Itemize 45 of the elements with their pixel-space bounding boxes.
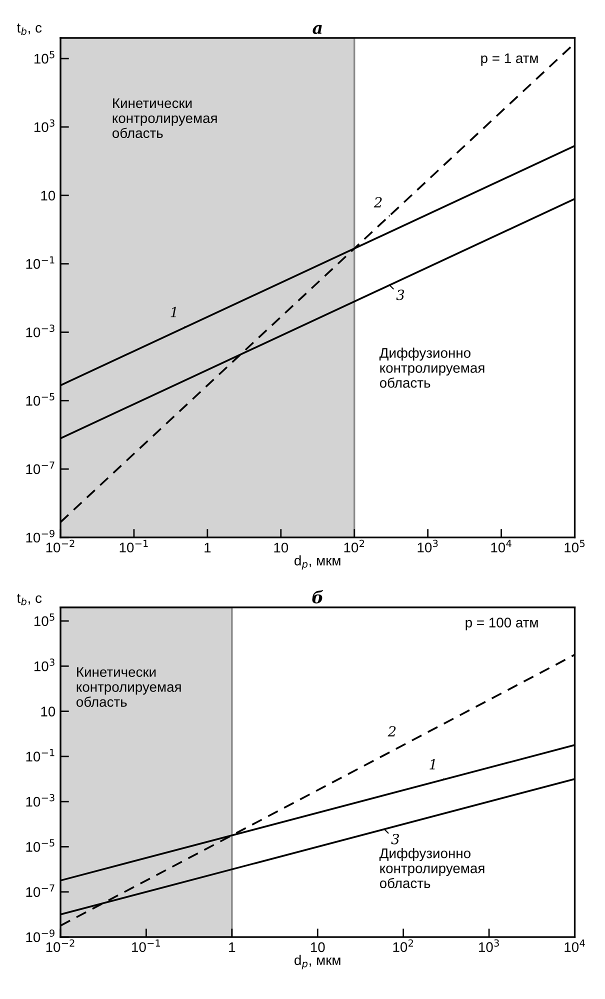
y-tick-label: 10$^{−3}$ — [26, 794, 54, 807]
y-tick-label: 10$^{−7}$ — [26, 884, 54, 897]
x-tick-label: 10$^{4}$ — [491, 540, 512, 552]
annotation: 1 — [170, 306, 176, 318]
y-tick-label: 10$^{5}$ — [34, 51, 54, 64]
annotation: Диффузионно контролируемая область — [379, 848, 484, 888]
y-tick-label: 10$^{−1}$ — [26, 256, 54, 269]
y-tick-label: 10$^{3}$ — [34, 119, 54, 132]
y-axis-title: t$_{b}$, с — [17, 24, 42, 35]
x-tick-label: 10$^{−1}$ — [132, 939, 160, 952]
y-tick-label: 10$^{5}$ — [34, 614, 54, 626]
x-tick-label: 10$^{3}$ — [478, 939, 499, 952]
annotation: Кинетически контролируемая область — [76, 667, 181, 707]
y-tick-label: 10$^{3}$ — [34, 658, 54, 672]
x-tick-label: 10 — [274, 542, 288, 553]
x-tick-label: 10$^{−1}$ — [120, 540, 148, 552]
annotation: 3 — [396, 290, 404, 300]
x-tick-label: 10 — [310, 942, 325, 952]
y-tick-label: 10$^{−7}$ — [26, 462, 54, 474]
annotation: 1 — [430, 759, 435, 770]
y-tick-label: 10$^{−5}$ — [26, 393, 54, 406]
annotation: 2 — [388, 726, 396, 736]
x-tick-label: 1 — [204, 542, 211, 552]
y-axis-title: t$_{b}$, с — [17, 594, 42, 606]
y-tick-label: 10$^{−3}$ — [26, 324, 54, 338]
chart-title: б — [312, 590, 324, 604]
annotation: Диффузионно контролируемая область — [379, 348, 484, 388]
x-tick-label: 10$^{2}$ — [344, 540, 364, 552]
x-tick-label: 1 — [229, 942, 236, 952]
x-tick-label: 10$^{3}$ — [418, 540, 438, 552]
x-axis-title: d$_{p}$, мкм — [294, 555, 340, 570]
y-tick-label: 10 — [41, 706, 56, 716]
x-tick-label: 10$^{5}$ — [564, 540, 585, 552]
x-axis-title: d$_{p}$, мкм — [294, 954, 340, 970]
chart-title: а — [312, 24, 322, 34]
annotation: p = 1 атм — [481, 53, 538, 66]
x-tick-label: 10$^{2}$ — [393, 939, 414, 952]
annotation: 2 — [374, 197, 382, 208]
annotation: 3 — [391, 834, 400, 844]
annotation: Кинетически контролируемая область — [112, 98, 217, 138]
annotation: p = 100 атм — [466, 618, 538, 630]
y-tick-label: 10$^{−5}$ — [26, 839, 54, 852]
y-tick-label: 10$^{−1}$ — [26, 748, 54, 762]
y-tick-label: 10 — [41, 190, 56, 201]
x-tick-label: 10$^{4}$ — [564, 939, 585, 952]
